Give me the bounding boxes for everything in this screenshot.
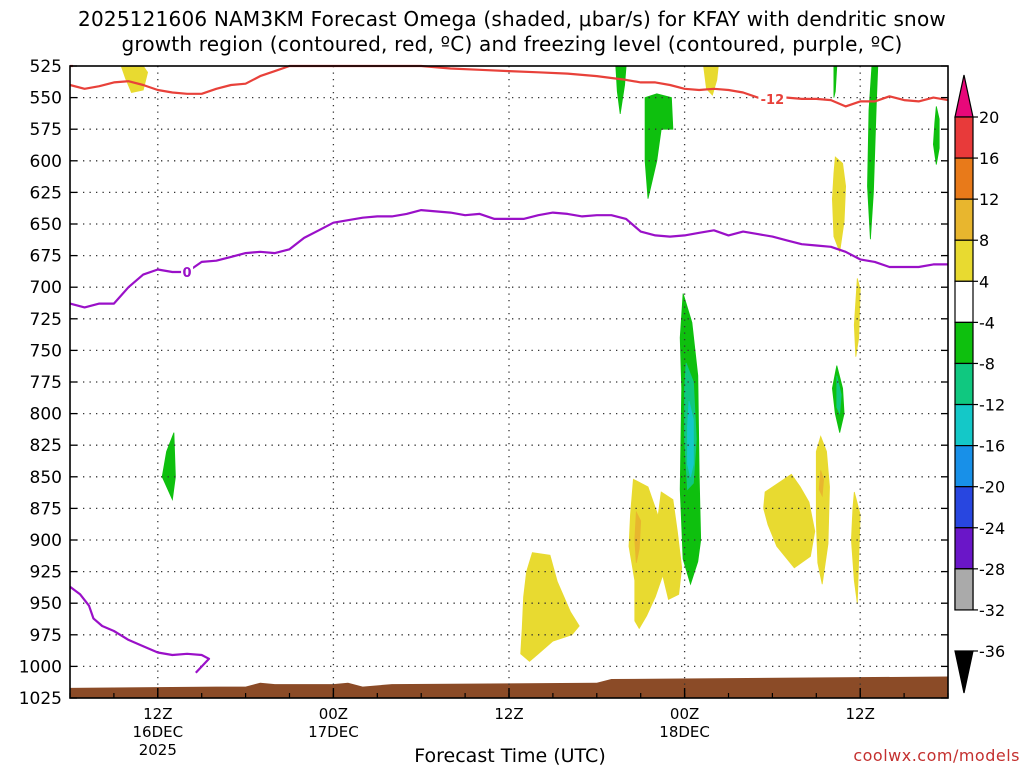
x-tick-label-18-0: 00Z [319,705,348,723]
omega-region-13 [615,65,627,115]
y-tick-label-550: 550 [30,89,62,109]
colorbar-label-8: -16 [979,437,1005,456]
omega-region-3 [831,156,847,254]
omega-region-5 [520,552,580,662]
colorbar-bin-8 [954,362,974,406]
y-tick-label-650: 650 [30,215,62,235]
y-tick-label-525: 525 [30,57,62,77]
x-tick-label-6-1: 16DEC [133,723,184,741]
terrain-surface [70,676,948,698]
x-tick-label-6-0: 12Z [143,705,172,723]
y-tick-label-575: 575 [30,120,62,140]
omega-region-10 [850,491,861,604]
y-tick-label-700: 700 [30,278,62,298]
omega-region-20 [161,432,176,502]
colorbar-label-9: -20 [979,478,1005,497]
y-tick-label-850: 850 [30,468,62,488]
y-tick-label-750: 750 [30,341,62,361]
colorbar-label-0: 20 [979,108,999,127]
colorbar-label-3: 8 [979,231,989,250]
site-credit: coolwx.com/models [853,746,1020,765]
omega-region-1 [120,65,149,93]
colorbar: 20 16 12 8 4 -4 -8 -12 -16 -20 -24 -28 -32 -36 [954,74,1005,694]
colorbar-label-2: 12 [979,190,999,209]
omega-region-19 [932,106,940,165]
colorbar-bin-14 [954,650,974,694]
omega-shaded-regions [120,65,940,662]
colorbar-bin-gray [954,568,974,611]
contour-line-3 [69,209,948,309]
y-tick-label-1025: 1025 [19,689,62,709]
omega-region-11 [634,510,642,563]
colorbar-label-4: 4 [979,272,989,291]
x-tick-label-30-0: 12Z [494,705,523,723]
chart-title-line2: growth region (contoured, red, ºC) and f… [121,32,903,56]
x-tick-label-18-1: 17DEC [308,723,359,741]
y-tick-label-825: 825 [30,436,62,456]
plot-frame [69,65,949,699]
y-tick-label-800: 800 [30,405,62,425]
y-tick-label-600: 600 [30,152,62,172]
y-tick-label-975: 975 [30,626,62,646]
contour-layer: -12 0 [69,64,949,674]
colorbar-bin-10 [954,445,974,488]
colorbar-bin-6 [954,280,974,323]
contour-label-1: -12 [761,93,785,108]
colorbar-bin-12 [954,527,974,570]
colorbar-label-1: 16 [979,149,999,168]
contour-line-4 [69,585,211,674]
x-axis-label: Forecast Time (UTC) [414,745,606,767]
contour-label-bg-1 [758,90,787,106]
x-tick-label-42-0: 00Z [670,705,699,723]
colorbar-bin-4 [954,198,974,241]
colorbar-bin-5 [954,239,974,282]
colorbar-label-5: -4 [979,313,995,332]
colorbar-bin-11 [954,486,974,529]
y-tick-label-950: 950 [30,594,62,614]
chart-title-line1: 2025121606 NAM3KM Forecast Omega (shaded… [78,7,946,31]
x-tick-label-42-1: 18DEC [659,723,710,741]
colorbar-label-13: -36 [979,642,1005,661]
colorbar-label-11: -28 [979,560,1005,579]
x-tick-label-54-0: 12Z [846,705,875,723]
y-tick-label-875: 875 [30,499,62,519]
omega-region-12 [818,470,825,498]
omega-region-14 [644,93,674,199]
y-tick-label-775: 775 [30,373,62,393]
y-tick-label-625: 625 [30,183,62,203]
omega-region-2 [703,65,719,96]
y-axis-ticks: 525 550 575 600 625 650 675 700 725 750 775 800 825 8… [19,57,948,709]
y-tick-label-725: 725 [30,310,62,330]
omega-region-18 [833,65,838,98]
omega-region-4 [853,278,861,357]
colorbar-bin-9 [954,403,974,447]
omega-region-8 [763,473,816,569]
omega-region-17 [867,65,879,240]
omega-region-7 [657,491,683,600]
y-tick-label-675: 675 [30,247,62,267]
colorbar-bin-1 [954,74,974,118]
x-tick-label-6-2: 2025 [139,741,177,759]
grid-layer [70,66,948,698]
plot-border [69,65,949,699]
contour-line-1 [69,64,949,108]
terrain-layer [70,676,948,698]
omega-region-23 [687,400,694,477]
colorbar-label-7: -12 [979,396,1005,415]
contour-label-bg-3 [181,264,194,280]
colorbar-bin-2 [954,116,974,159]
contour-label-3: 0 [183,266,192,281]
y-tick-label-900: 900 [30,531,62,551]
colorbar-label-10: -24 [979,519,1005,538]
colorbar-label-6: -8 [979,354,995,373]
y-tick-label-925: 925 [30,563,62,583]
y-tick-label-1000: 1000 [19,657,62,677]
colorbar-bin-3 [954,157,974,200]
colorbar-bin-7 [954,321,974,365]
omega-region-22 [836,375,842,416]
omega-region-9 [815,435,830,585]
colorbar-label-12: -32 [979,601,1005,620]
